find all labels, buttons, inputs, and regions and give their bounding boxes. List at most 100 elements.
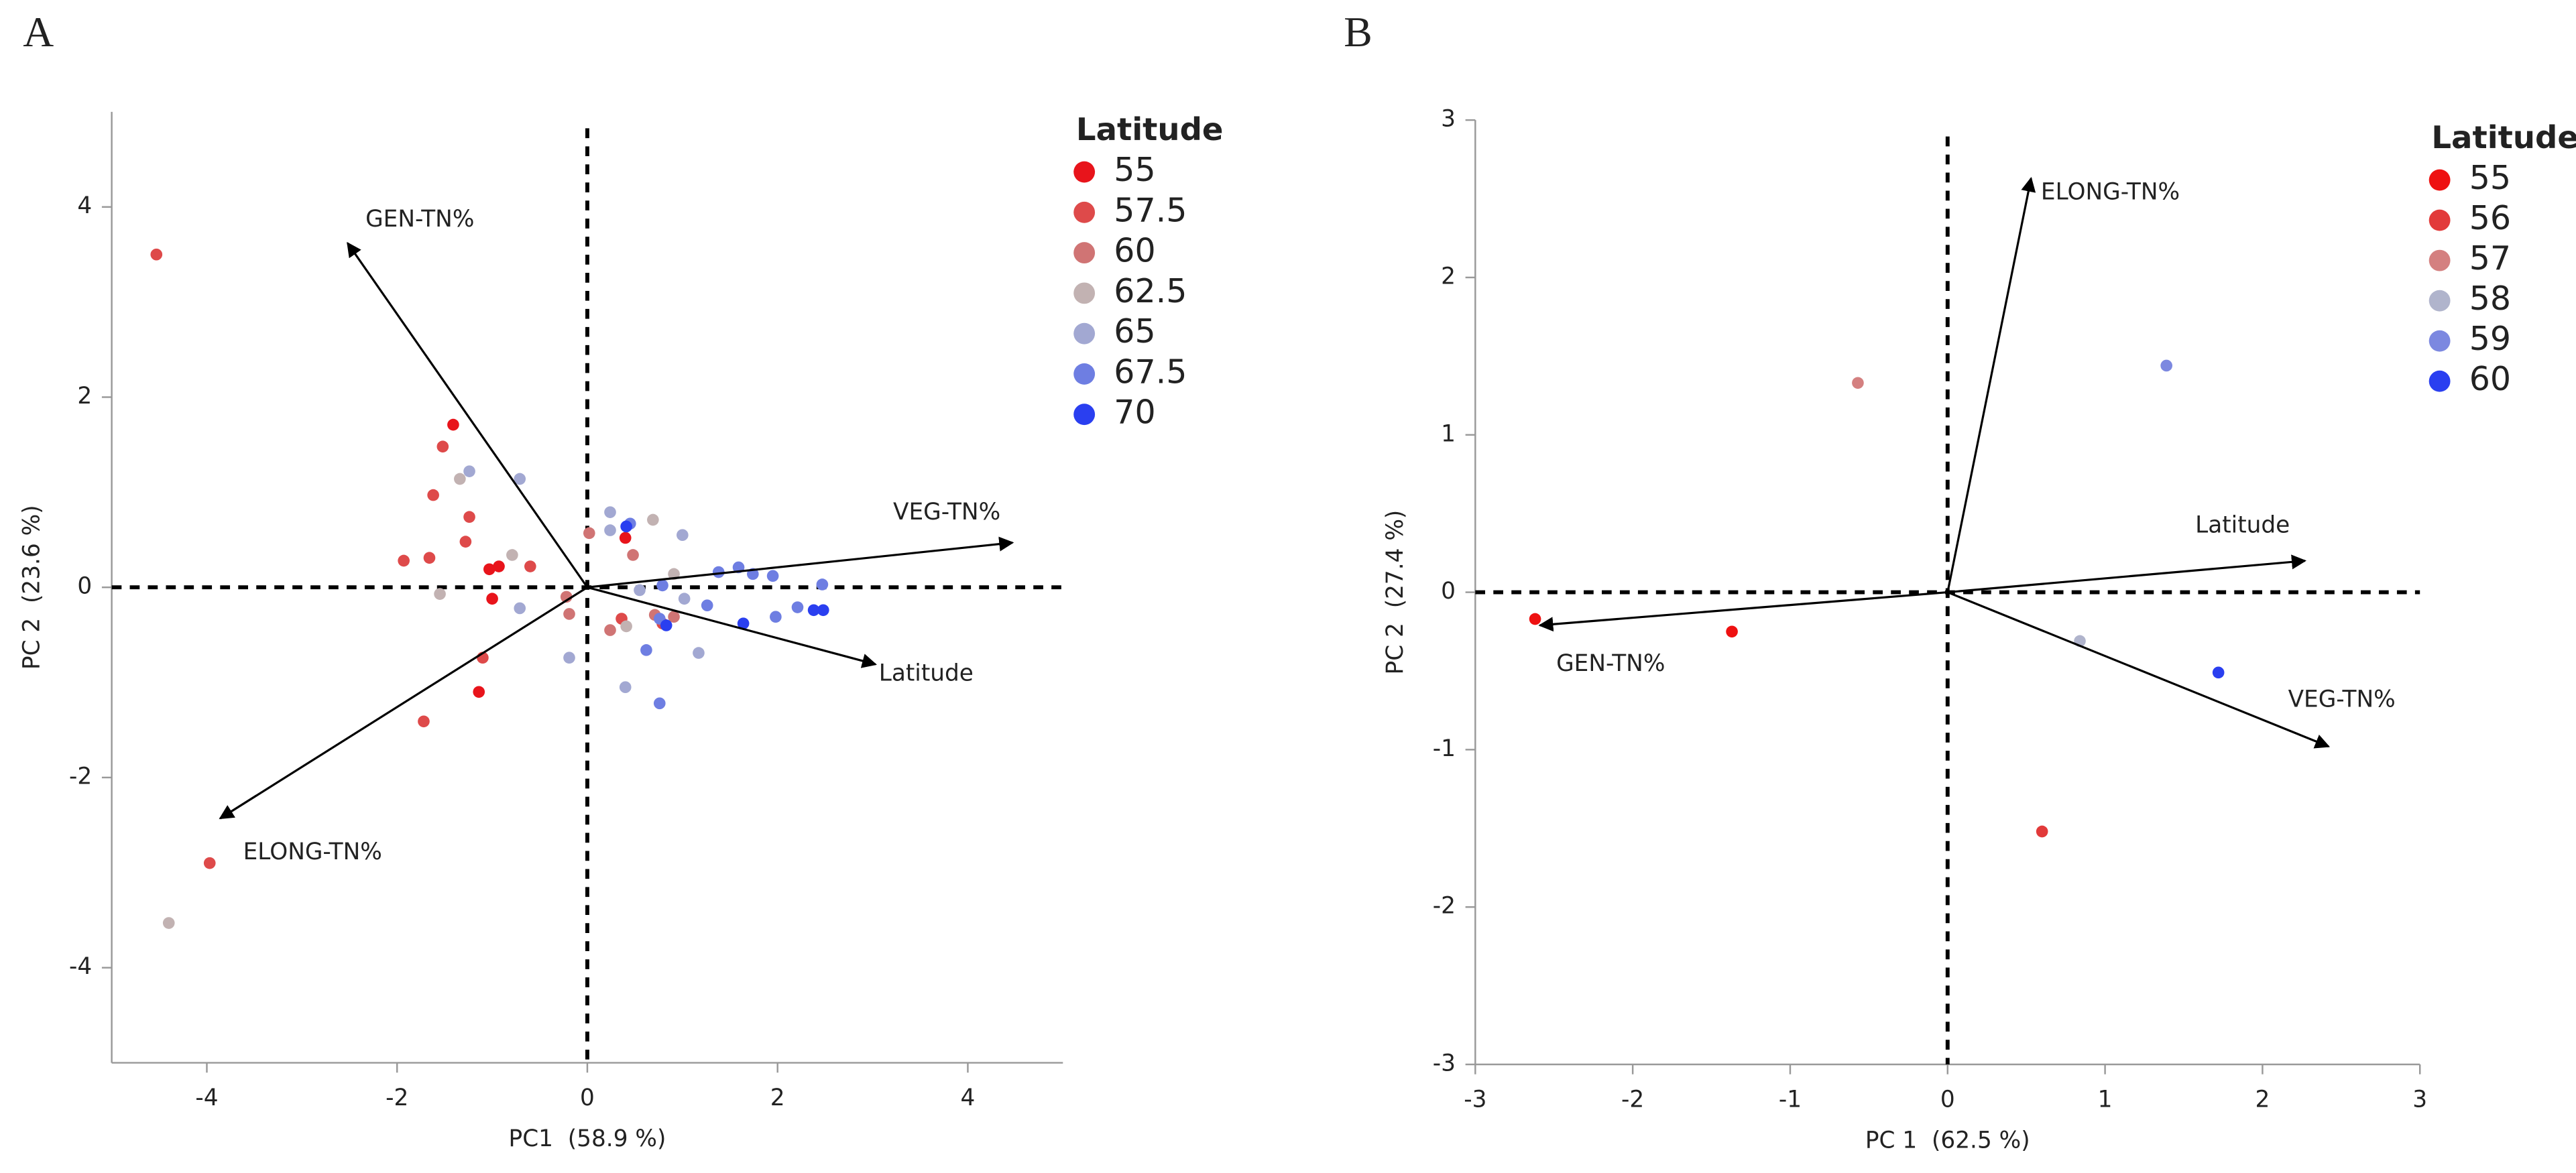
arrow-label: GEN-TN% <box>365 206 474 233</box>
legend-label: 57.5 <box>1114 191 1187 229</box>
point <box>2212 666 2225 679</box>
point <box>678 593 691 605</box>
legend-label: 65 <box>1114 312 1155 351</box>
y-tick-label: 1 <box>1441 420 1456 447</box>
point <box>473 686 485 698</box>
legend-marker <box>2428 330 2451 352</box>
y-tick-label: 3 <box>1441 106 1456 133</box>
legend-marker <box>2428 290 2451 312</box>
point <box>627 549 639 561</box>
y-tick-label: 0 <box>1441 578 1456 605</box>
point <box>656 579 668 592</box>
point <box>817 604 829 617</box>
point <box>668 611 680 623</box>
y-tick-label: 2 <box>77 383 92 410</box>
legend-marker <box>2428 209 2451 231</box>
legend-marker <box>1073 322 1096 345</box>
point <box>203 857 216 869</box>
y-tick-label: -1 <box>1433 735 1456 762</box>
point <box>493 560 505 572</box>
point <box>563 652 575 664</box>
x-tick-label: -2 <box>1621 1086 1644 1113</box>
point <box>620 620 632 633</box>
arrow-label: Latitude <box>2195 512 2290 539</box>
legend-label: 55 <box>1114 151 1155 189</box>
point <box>514 602 526 615</box>
legend-marker <box>2428 169 2451 191</box>
x-tick-label: 0 <box>580 1085 595 1111</box>
point <box>604 506 616 518</box>
legend-label: 60 <box>1114 232 1155 270</box>
point <box>2036 825 2048 838</box>
y-tick-label: 0 <box>77 573 92 600</box>
point <box>150 248 163 261</box>
legend-marker <box>1073 201 1096 223</box>
y-tick-label: -2 <box>1433 893 1456 920</box>
legend-title: Latitude <box>1076 111 1224 147</box>
loading-arrow <box>1946 176 2036 593</box>
y-tick-label: 4 <box>77 192 92 219</box>
legend-marker <box>2428 370 2451 392</box>
x-tick-label: -3 <box>1464 1086 1486 1113</box>
point <box>677 529 689 542</box>
point <box>423 552 436 564</box>
point <box>653 697 666 710</box>
arrow-label: ELONG-TN% <box>243 839 382 865</box>
legend-label: 70 <box>1114 393 1155 432</box>
point <box>693 647 705 659</box>
loading-arrow <box>347 241 589 589</box>
point <box>647 513 659 526</box>
point <box>463 511 475 523</box>
point <box>766 570 779 582</box>
x-tick-label: 2 <box>770 1085 785 1111</box>
point <box>640 644 652 656</box>
panel-label: A <box>23 8 54 56</box>
point <box>514 473 526 485</box>
point <box>807 604 820 617</box>
point <box>398 554 410 567</box>
loading-arrow <box>1538 591 1948 632</box>
legend-marker <box>1073 282 1096 304</box>
point <box>660 619 672 631</box>
legend-label: 67.5 <box>1114 353 1187 391</box>
legend-label: 57 <box>2469 239 2511 277</box>
point <box>418 715 430 728</box>
y-axis-title: PC 2 (23.6 %) <box>19 505 46 670</box>
point <box>483 563 495 576</box>
point <box>619 681 632 694</box>
point <box>634 584 646 597</box>
point <box>434 588 446 600</box>
point <box>459 536 472 548</box>
x-tick-label: 0 <box>1940 1086 1955 1113</box>
point <box>447 418 459 431</box>
x-tick-label: 1 <box>2098 1086 2113 1113</box>
point <box>563 608 575 620</box>
point <box>463 465 475 477</box>
legend-title: Latitude <box>2431 119 2576 156</box>
y-tick-label: -2 <box>69 763 92 790</box>
point <box>162 917 175 929</box>
loading-arrow <box>219 586 588 820</box>
point <box>1852 377 1864 389</box>
point <box>701 599 713 612</box>
y-axis-title: PC 2 (27.4 %) <box>1382 510 1409 675</box>
x-tick-label: 2 <box>2255 1086 2270 1113</box>
legend-marker <box>1073 242 1096 264</box>
legend-marker <box>2428 249 2451 271</box>
point <box>427 489 439 501</box>
x-tick-label: 4 <box>961 1085 976 1111</box>
y-tick-label: -4 <box>69 953 92 980</box>
loading-arrow <box>587 586 877 668</box>
x-tick-label: -2 <box>386 1085 408 1111</box>
legend-marker <box>1073 363 1096 385</box>
arrow-label: VEG-TN% <box>893 499 1000 526</box>
point <box>791 601 804 613</box>
loading-arrow <box>587 536 1014 589</box>
loading-arrow <box>1947 591 2331 749</box>
point <box>604 624 616 636</box>
point <box>712 566 725 578</box>
point <box>486 593 498 605</box>
y-tick-label: 2 <box>1441 263 1456 290</box>
point <box>816 578 829 591</box>
